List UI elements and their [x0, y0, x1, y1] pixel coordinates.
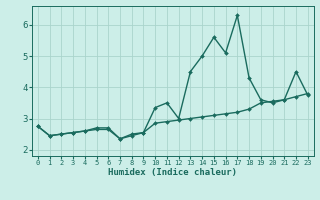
X-axis label: Humidex (Indice chaleur): Humidex (Indice chaleur) — [108, 168, 237, 177]
